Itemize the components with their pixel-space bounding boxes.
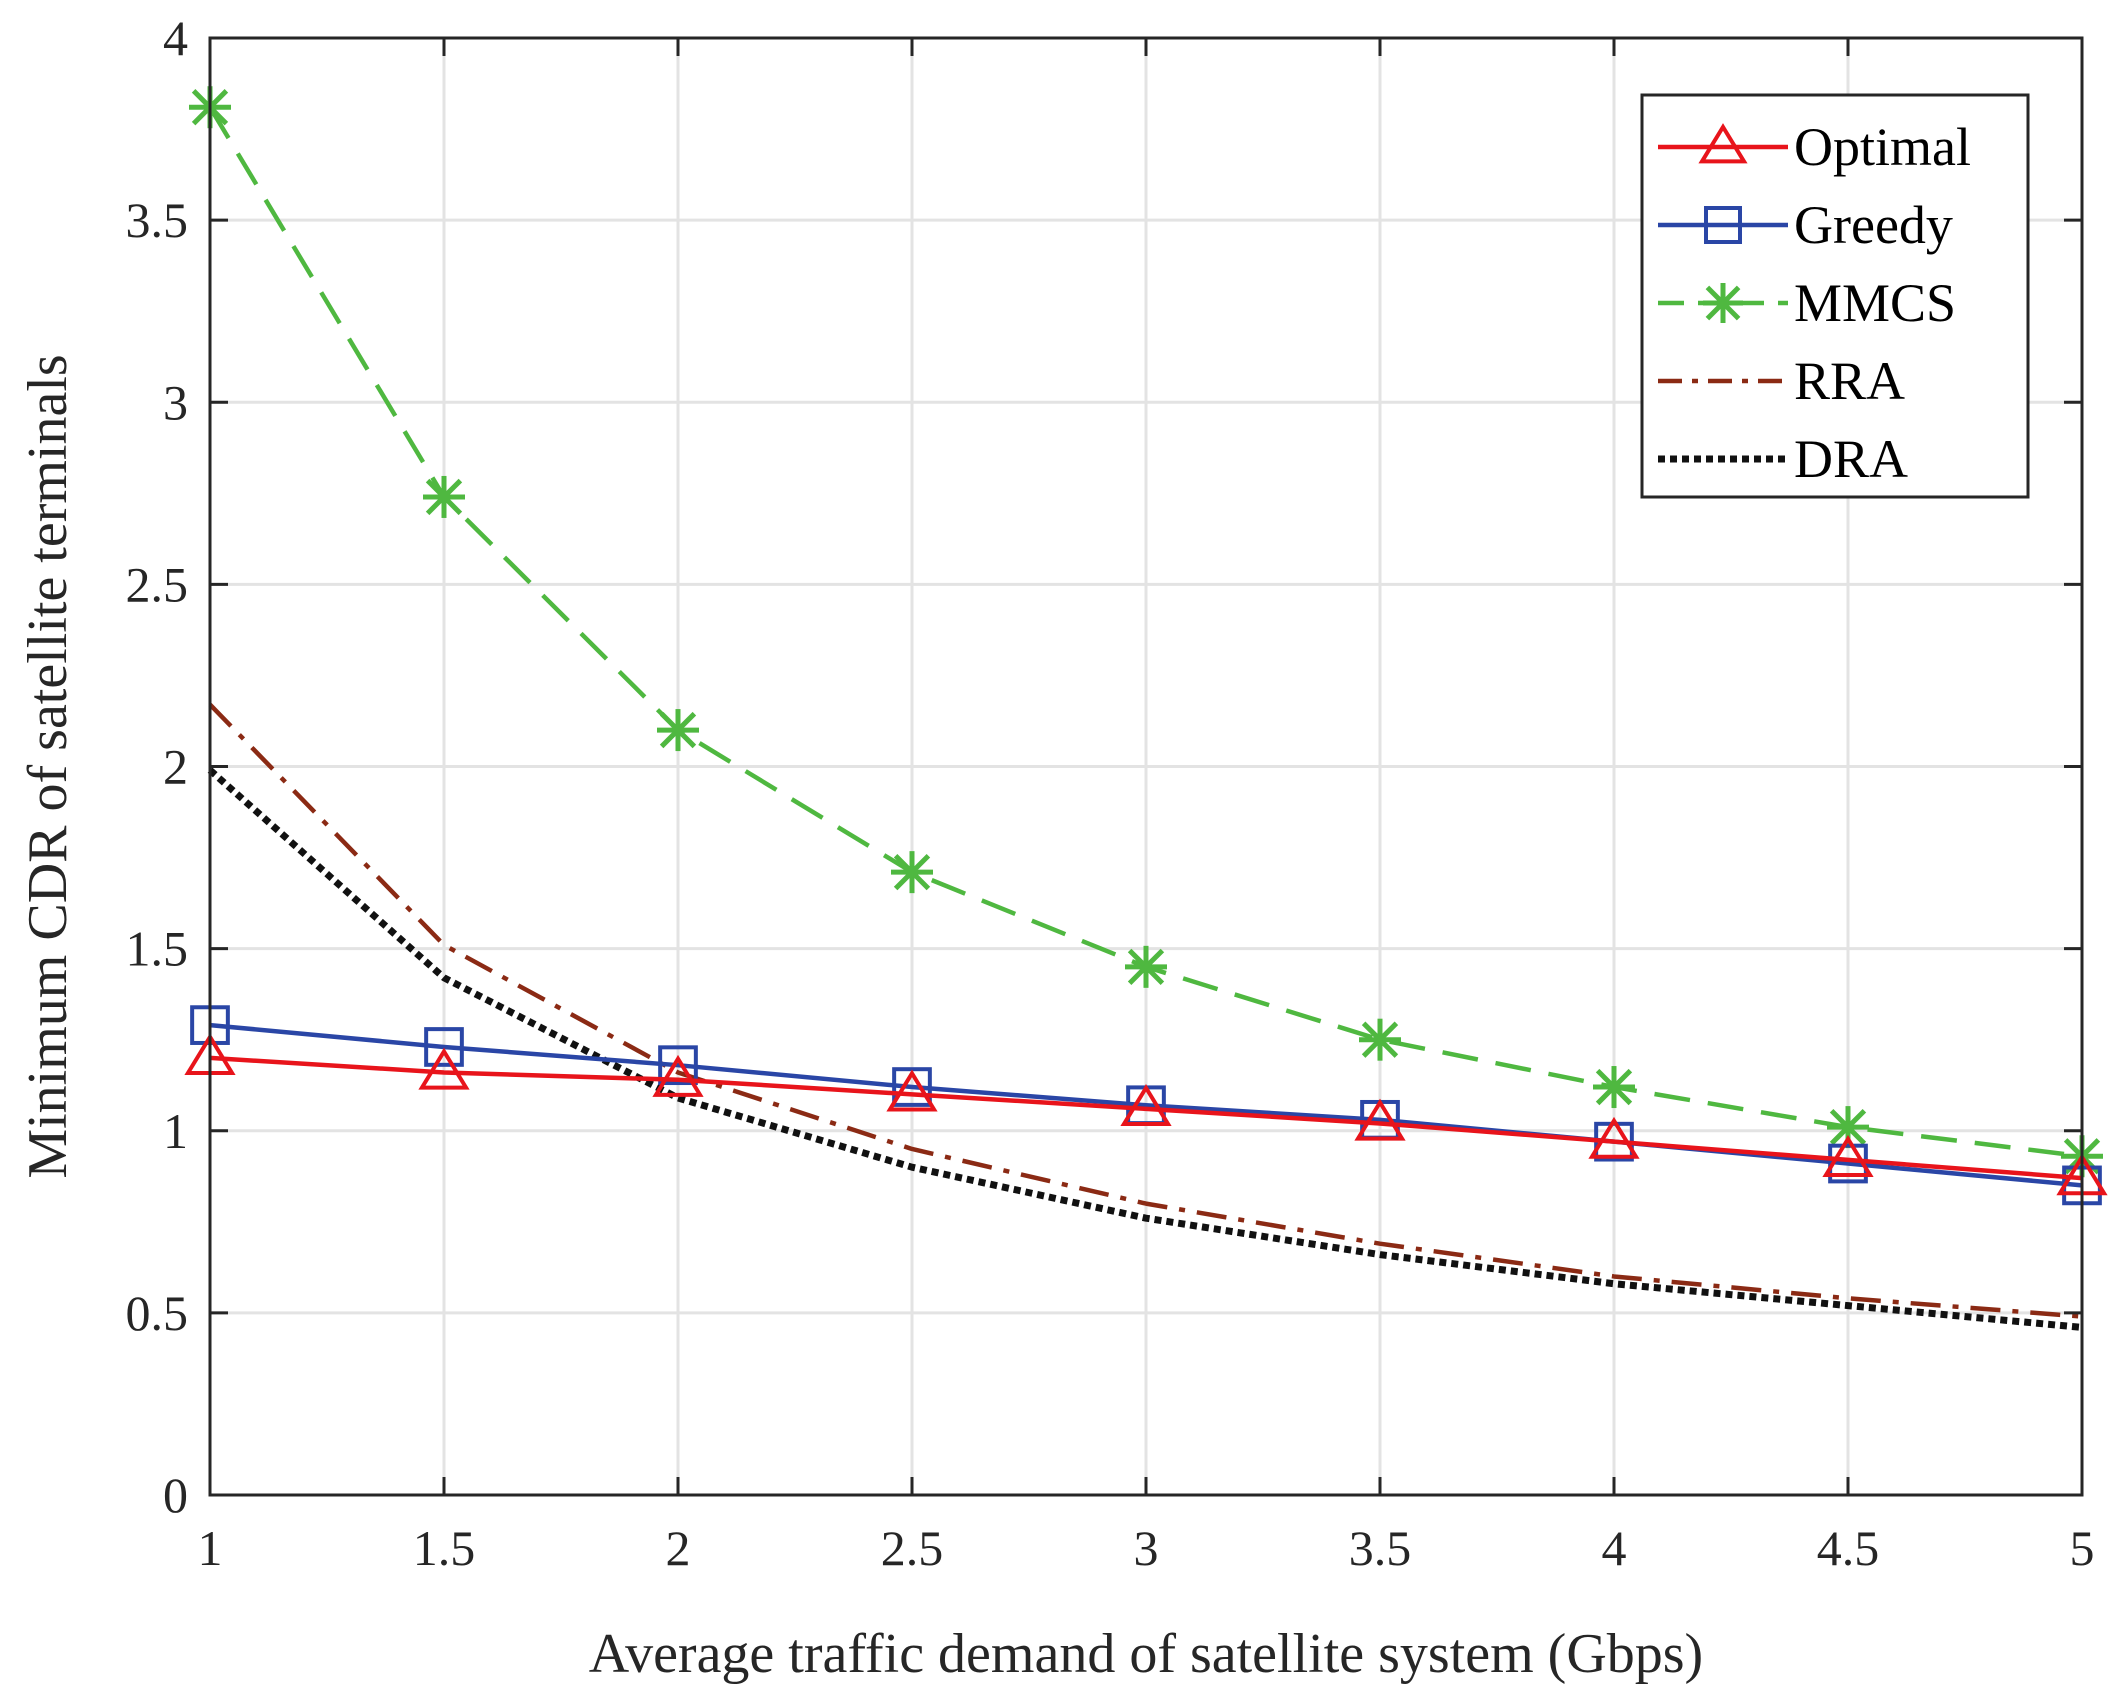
legend-label-dra: DRA xyxy=(1794,429,1908,489)
data-point-mmcs xyxy=(657,709,699,752)
x-tick-label: 5 xyxy=(2070,1520,2095,1576)
x-tick-label: 2.5 xyxy=(881,1520,944,1576)
y-tick-label: 0 xyxy=(163,1467,188,1523)
y-axis-label: Minimum CDR of satellite terminals xyxy=(17,354,79,1178)
axis-ticks: 1 1.5 2 2.5 3 3.5 4 4.5 5 0 0.5 1 1.5 2 2.5 3 3.5 4 xyxy=(126,10,2095,1576)
series-line-greedy xyxy=(209,1022,2083,1188)
legend-label-greedy: Greedy xyxy=(1794,195,1953,255)
data-point-optimal xyxy=(886,1069,938,1112)
x-tick-label: 1.5 xyxy=(413,1520,476,1576)
data-point-mmcs xyxy=(1827,1106,1869,1149)
series-line-optimal xyxy=(209,1055,2083,1181)
series-line-dra xyxy=(207,767,2083,1331)
y-tick-label: 3.5 xyxy=(126,192,189,248)
x-tick-label: 4 xyxy=(1602,1520,1627,1576)
data-point-optimal xyxy=(1354,1098,1406,1141)
y-tick-label: 2 xyxy=(163,739,188,795)
x-tick-label: 2 xyxy=(666,1520,691,1576)
x-tick-label: 1 xyxy=(198,1520,223,1576)
data-point-optimal xyxy=(652,1054,704,1097)
y-tick-label: 3 xyxy=(163,374,188,430)
data-point-mmcs xyxy=(1593,1066,1635,1109)
data-point-mmcs xyxy=(423,475,465,518)
y-tick-label: 1.5 xyxy=(126,921,189,977)
y-tick-label: 4 xyxy=(163,10,188,66)
data-point-mmcs xyxy=(1125,945,1167,988)
x-tick-label: 4.5 xyxy=(1817,1520,1880,1576)
data-point-optimal xyxy=(1588,1116,1640,1159)
legend-label-rra: RRA xyxy=(1794,351,1905,411)
x-tick-label: 3 xyxy=(1134,1520,1159,1576)
x-axis-label: Average traffic demand of satellite syst… xyxy=(589,1623,1703,1685)
data-point-optimal xyxy=(1822,1135,1874,1178)
plot-series xyxy=(184,86,2108,1331)
legend-label-optimal: Optimal xyxy=(1794,117,1971,177)
legend-label-mmcs: MMCS xyxy=(1794,273,1956,333)
x-tick-label: 3.5 xyxy=(1349,1520,1412,1576)
y-tick-label: 1 xyxy=(163,1103,188,1159)
data-point-greedy xyxy=(658,1045,698,1086)
series-line-rra xyxy=(208,703,2083,1319)
y-tick-label: 2.5 xyxy=(126,556,189,612)
data-point-greedy xyxy=(892,1067,932,1107)
data-point-optimal xyxy=(418,1047,470,1090)
data-point-greedy xyxy=(424,1027,464,1067)
y-tick-label: 0.5 xyxy=(126,1285,189,1341)
data-point-mmcs xyxy=(891,851,933,894)
legend-marker-greedy xyxy=(1704,206,1742,244)
legend-marker-mmcs xyxy=(1703,283,1743,323)
data-point-mmcs xyxy=(1359,1018,1401,1061)
legend: Optimal Greedy MMCS RRA DRA xyxy=(1640,93,2030,499)
data-point-optimal xyxy=(1120,1084,1172,1127)
legend-marker-optimal xyxy=(1698,123,1748,164)
